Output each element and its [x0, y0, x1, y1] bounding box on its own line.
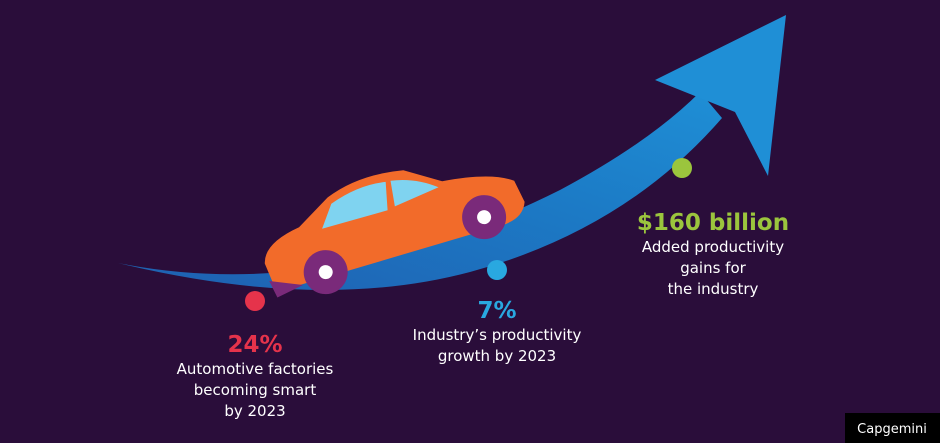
stats: 24% Automotive factories becoming smart by …	[177, 210, 789, 420]
growth-arrow	[118, 15, 786, 290]
brand: Capgemini	[857, 422, 927, 437]
marker-dot	[245, 291, 265, 311]
stat-text: growth by 2023	[438, 347, 556, 365]
stat-text: the industry	[668, 280, 759, 298]
car	[264, 170, 525, 298]
stat-text: gains for	[680, 259, 746, 277]
stat-value: 24%	[227, 332, 282, 358]
stat-text: Industry’s productivity	[413, 326, 582, 344]
stat-text: becoming smart	[194, 381, 317, 399]
stat-text: Added productivity	[642, 238, 784, 256]
stat-text: Automotive factories	[177, 360, 334, 378]
stat-value: 7%	[477, 298, 516, 324]
stat-value: $160 billion	[637, 210, 789, 236]
brand-box	[845, 413, 940, 443]
marker-dot	[672, 158, 692, 178]
marker-dot	[487, 260, 507, 280]
stat-text: by 2023	[224, 402, 285, 420]
